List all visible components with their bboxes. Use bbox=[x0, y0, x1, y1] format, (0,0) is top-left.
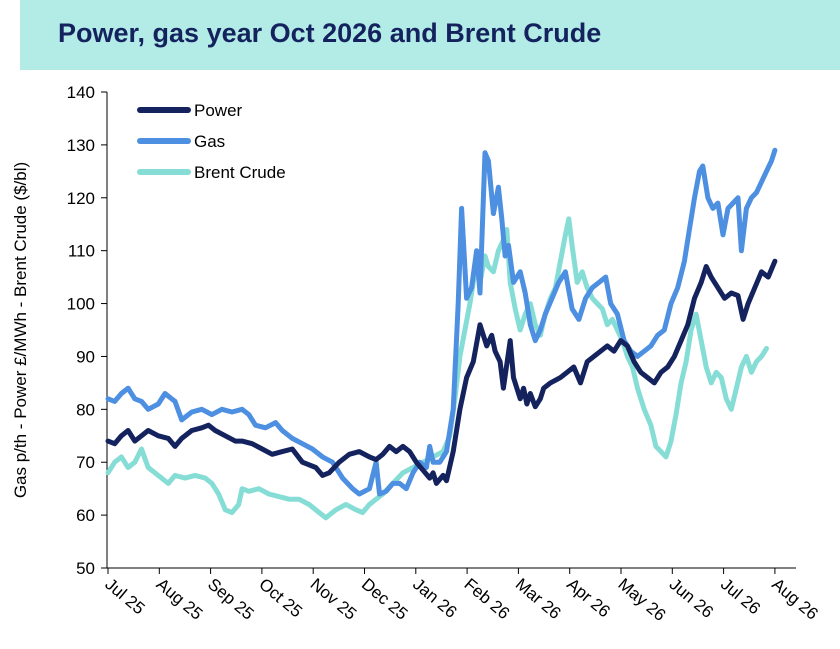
y-tick-label: 80 bbox=[76, 400, 95, 419]
x-tick-label: Sep 25 bbox=[204, 575, 257, 624]
legend-label: Power bbox=[194, 101, 243, 120]
x-tick-label: Feb 26 bbox=[461, 575, 514, 624]
y-tick-label: 140 bbox=[67, 83, 95, 102]
x-tick-label: Jul 26 bbox=[717, 575, 764, 619]
y-tick-label: 50 bbox=[76, 559, 95, 578]
x-tick-label: Mar 26 bbox=[512, 575, 565, 624]
x-tick-label: Jan 26 bbox=[409, 575, 460, 622]
legend-label: Brent Crude bbox=[194, 163, 286, 182]
x-tick-label: Jul 25 bbox=[101, 575, 148, 619]
x-tick-label: Oct 25 bbox=[255, 575, 306, 622]
x-tick-label: Nov 25 bbox=[307, 575, 360, 624]
x-tick-label: Aug 26 bbox=[768, 575, 821, 624]
y-tick-label: 110 bbox=[68, 242, 95, 261]
series-lines bbox=[105, 147, 778, 521]
chart-axes: 50 60 70 80 90 100 110 120 130 140 Jul 25 Aug 25Sep… bbox=[67, 83, 822, 625]
x-tick-label: Aug 25 bbox=[153, 575, 206, 624]
legend-label: Gas bbox=[194, 132, 225, 151]
series-line-gas bbox=[105, 147, 778, 497]
x-tick-label: May 26 bbox=[614, 575, 669, 625]
chart-title: Power, gas year Oct 2026 and Brent Crude bbox=[58, 18, 602, 48]
title-banner: Power, gas year Oct 2026 and Brent Crude bbox=[20, 0, 840, 70]
y-tick-label: 60 bbox=[76, 506, 95, 525]
y-tick-label: 120 bbox=[67, 189, 95, 208]
y-tick-label: 130 bbox=[67, 136, 95, 155]
x-tick-label: Apr 26 bbox=[563, 575, 614, 622]
y-axis-label: Gas p/th - Power £/MWh - Brent Crude ($/… bbox=[11, 162, 30, 498]
y-tick-label: 70 bbox=[76, 453, 95, 472]
y-tick-label: 90 bbox=[76, 347, 95, 366]
x-tick-label: Dec 25 bbox=[358, 575, 411, 624]
chart-legend: Power Gas Brent Crude bbox=[137, 101, 286, 182]
x-tick-label: Jun 26 bbox=[666, 575, 717, 622]
series-line-power bbox=[105, 258, 778, 486]
y-tick-label: 100 bbox=[67, 295, 95, 314]
